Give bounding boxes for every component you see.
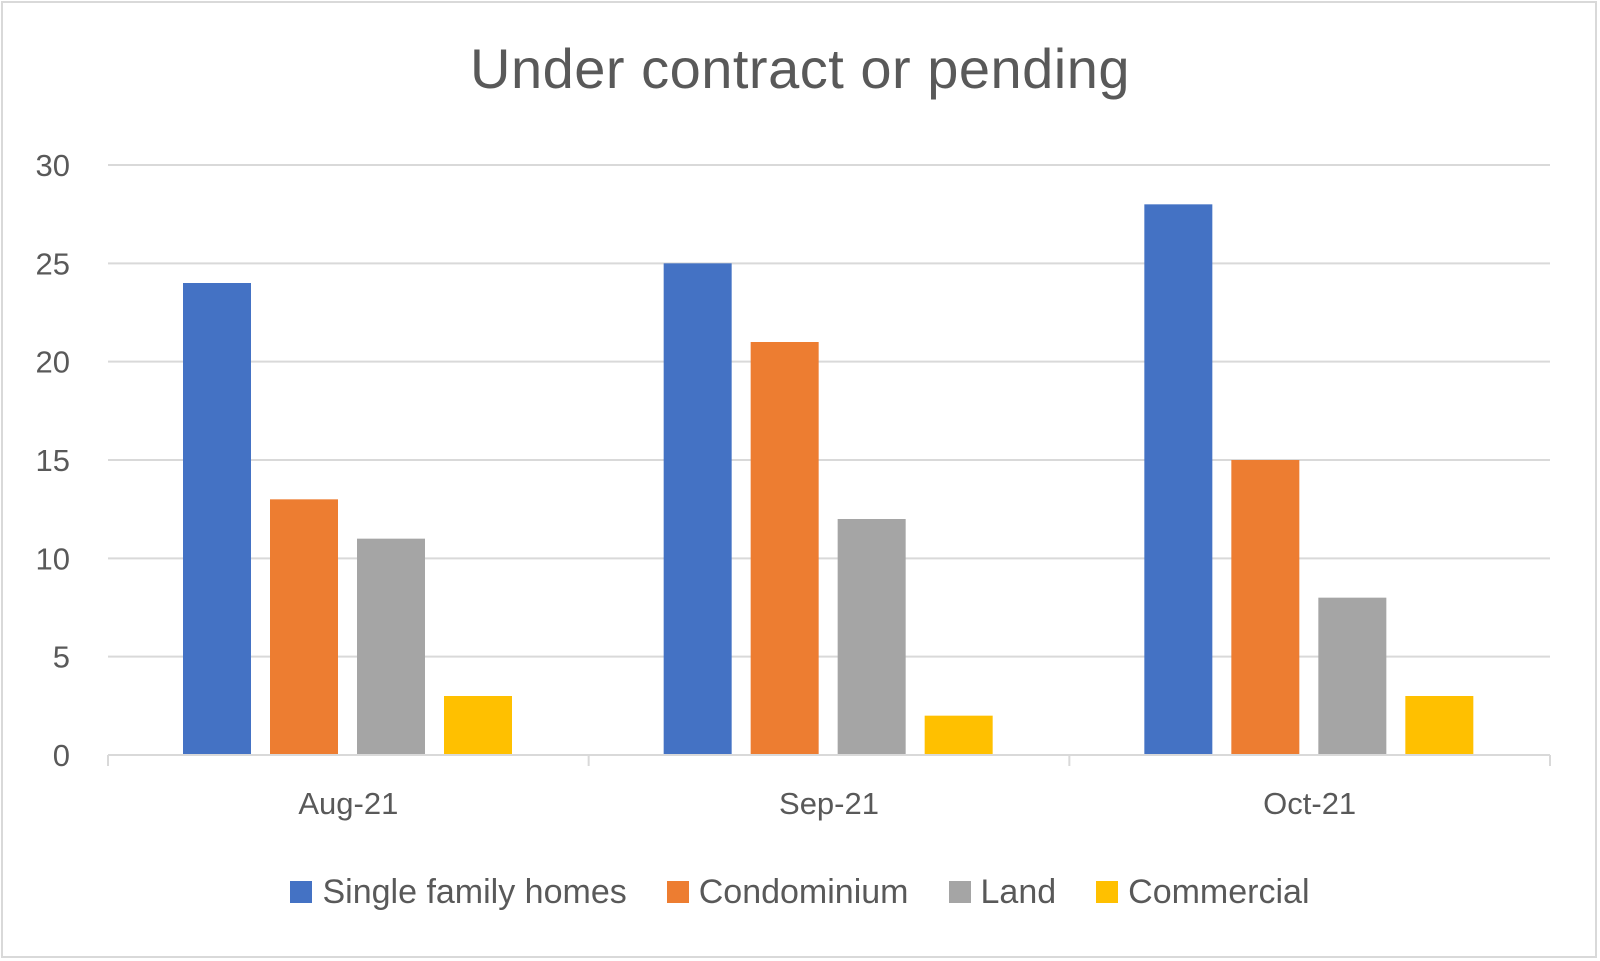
legend-label: Condominium <box>698 873 909 911</box>
bar-commercial-aug-21 <box>444 696 512 755</box>
axes <box>107 754 1551 766</box>
bar-land-aug-21 <box>357 538 425 755</box>
y-tick-label: 15 <box>36 443 70 478</box>
bar-condominium-sep-21 <box>750 342 819 755</box>
bar-single-family-homes-sep-21 <box>663 263 732 755</box>
legend-swatch <box>1096 881 1119 903</box>
legend-swatch <box>948 881 971 903</box>
legend-item: Single family homes <box>290 872 627 912</box>
bar-commercial-sep-21 <box>924 715 993 755</box>
chart-title: Under contract or pending <box>470 37 1130 100</box>
legend: Single family homes Condominium Land Commer… <box>0 872 1600 912</box>
legend-swatch <box>290 881 313 903</box>
bars <box>183 204 1474 756</box>
y-tick-label: 20 <box>36 345 70 380</box>
bar-land-sep-21 <box>837 519 906 755</box>
legend-label: Commercial <box>1128 873 1310 911</box>
x-tick-label: Sep-21 <box>779 786 879 821</box>
bar-single-family-homes-aug-21 <box>183 283 251 755</box>
tick-labels: 0 5 10 15 20 25 30 Aug-21 Sep-21 Oct-21 <box>36 148 1357 821</box>
y-tick-label: 5 <box>53 640 70 675</box>
gridlines <box>108 164 1550 658</box>
legend-label: Single family homes <box>322 873 627 911</box>
y-tick-label: 10 <box>36 541 70 576</box>
bar-single-family-homes-oct-21 <box>1144 204 1213 756</box>
legend-label: Land <box>980 873 1057 911</box>
x-tick-label: Oct-21 <box>1263 786 1356 821</box>
legend-item: Commercial <box>1096 872 1310 912</box>
bar-condominium-oct-21 <box>1231 460 1300 755</box>
y-tick-label: 0 <box>53 738 70 773</box>
x-tick-label: Aug-21 <box>298 786 398 821</box>
legend-swatch <box>666 881 689 903</box>
bar-condominium-aug-21 <box>270 499 338 755</box>
legend-item: Land <box>948 872 1057 912</box>
bar-commercial-oct-21 <box>1405 696 1474 755</box>
bar-land-oct-21 <box>1318 597 1387 755</box>
legend-item: Condominium <box>666 872 909 912</box>
y-tick-label: 30 <box>36 148 70 183</box>
y-tick-label: 25 <box>36 246 70 281</box>
